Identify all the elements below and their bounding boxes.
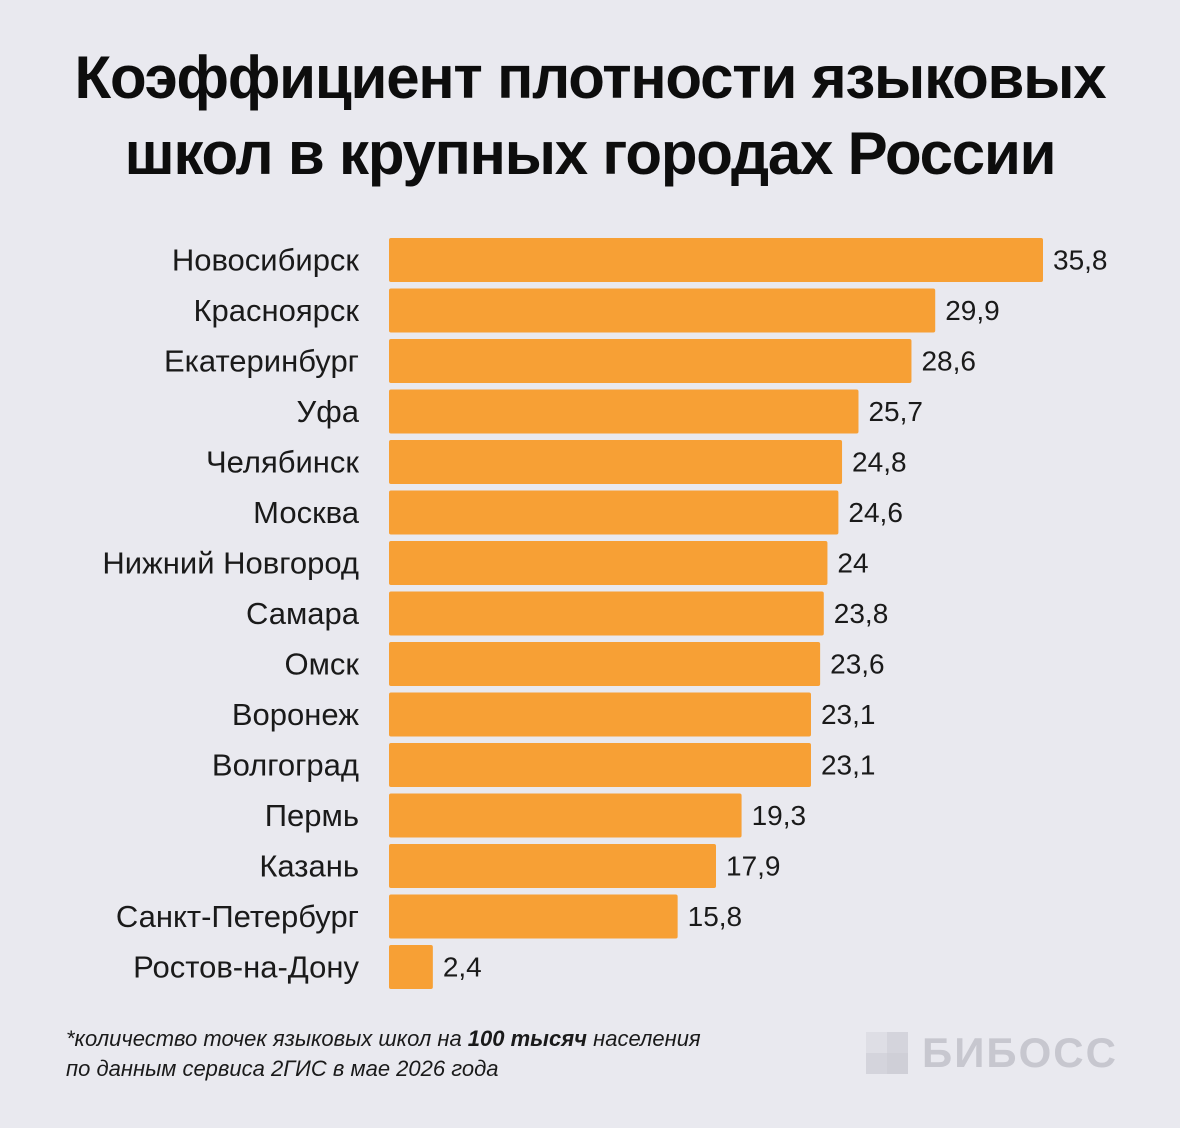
logo-text: БИБОСС: [922, 1029, 1118, 1076]
value-label-6: 24,6: [848, 497, 903, 528]
bar-2: [389, 288, 936, 333]
value-label-8: 23,8: [834, 598, 889, 629]
value-label-12: 19,3: [752, 800, 807, 831]
logo-icon: [866, 1032, 908, 1074]
value-label-1: 35,8: [1053, 245, 1108, 276]
value-label-3: 28,6: [921, 346, 976, 377]
value-label-15: 2,4: [443, 952, 482, 983]
category-label-3: Екатеринбург: [164, 344, 359, 379]
bar-8: [389, 591, 824, 636]
category-label-11: Волгоград: [212, 748, 359, 783]
bar-3: [389, 339, 912, 383]
category-label-2: Красноярск: [194, 293, 360, 328]
value-label-14: 15,8: [688, 901, 743, 932]
bar-12: [389, 793, 742, 838]
bar-9: [389, 642, 821, 686]
value-label-13: 17,9: [726, 851, 781, 882]
category-label-13: Казань: [259, 849, 359, 884]
category-label-4: Уфа: [297, 394, 360, 429]
footnote: *количество точек языковых школ на 100 т…: [66, 1024, 826, 1084]
category-label-12: Пермь: [265, 798, 359, 833]
value-label-2: 29,9: [945, 295, 1000, 326]
category-label-1: Новосибирск: [172, 243, 360, 278]
category-label-5: Челябинск: [206, 445, 359, 480]
bar-1: [389, 238, 1043, 282]
footnote-line2: по данным сервиса 2ГИС в мае 2026 года: [66, 1056, 499, 1081]
chart-title-line1: Коэффициент плотности языковых: [74, 44, 1107, 111]
chart-title-line2: школ в крупных городах России: [124, 120, 1057, 187]
category-label-9: Омск: [285, 647, 360, 682]
footnote-text: *количество точек языковых школ на: [66, 1026, 468, 1051]
category-label-7: Нижний Новгород: [102, 546, 359, 581]
category-label-14: Санкт-Петербург: [116, 899, 359, 934]
value-label-10: 23,1: [821, 699, 876, 730]
category-label-15: Ростов-на-Дону: [133, 950, 359, 985]
bar-6: [389, 490, 839, 535]
category-label-6: Москва: [253, 495, 360, 530]
value-label-7: 24: [837, 548, 868, 579]
bar-10: [389, 692, 811, 737]
bar-14: [389, 894, 678, 939]
brand-logo: БИБОСС: [866, 1029, 1118, 1076]
category-label-10: Воронеж: [232, 697, 359, 732]
value-label-11: 23,1: [821, 750, 876, 781]
category-label-8: Самара: [246, 596, 360, 631]
footnote-line1: *количество точек языковых школ на 100 т…: [66, 1024, 826, 1054]
bar-5: [389, 440, 843, 484]
bar-13: [389, 844, 716, 888]
value-label-4: 25,7: [868, 396, 923, 427]
footnote-bold: 100 тысяч: [467, 1026, 587, 1051]
bar-4: [389, 389, 859, 434]
value-label-5: 24,8: [852, 447, 907, 478]
bar-7: [389, 541, 828, 585]
bars-group: Новосибирск 35,8 Красноярск 29,9 Екатеринбур…: [102, 238, 1108, 989]
footnote-text-end: населения: [586, 1026, 701, 1051]
value-label-9: 23,6: [830, 649, 885, 680]
bar-11: [389, 743, 811, 787]
chart-title: Коэффициент плотности языковых школ в кр…: [0, 40, 1180, 192]
bar-15: [389, 945, 433, 989]
